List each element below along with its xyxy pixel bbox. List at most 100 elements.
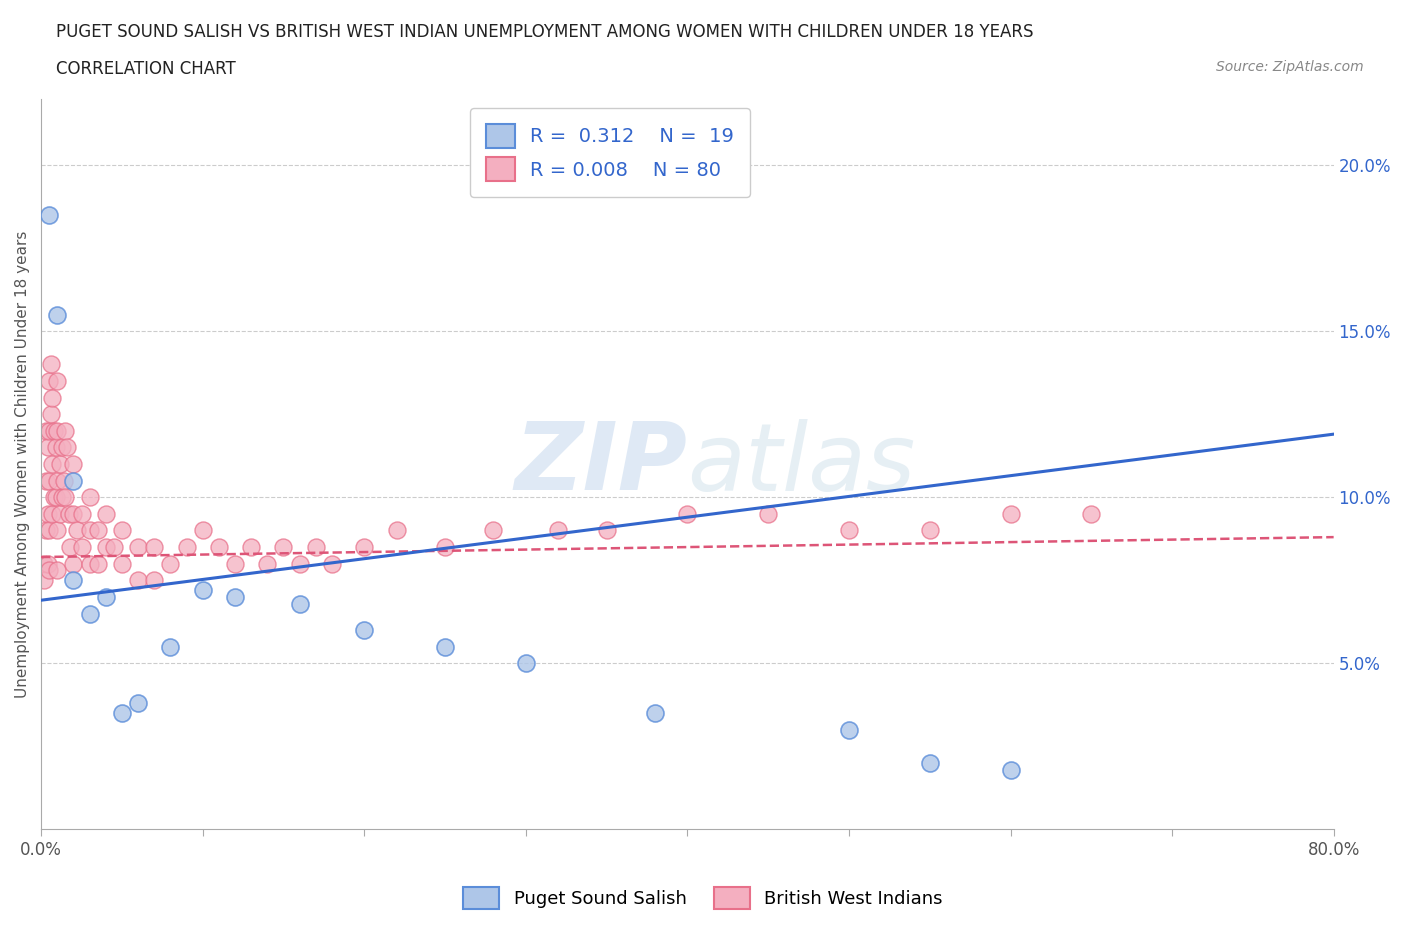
Text: Source: ZipAtlas.com: Source: ZipAtlas.com	[1216, 60, 1364, 74]
Point	[62, 457, 84, 472]
Point	[56, 440, 79, 455]
Point	[256, 556, 278, 571]
Point	[838, 523, 860, 538]
Point	[62, 573, 84, 588]
Legend: Puget Sound Salish, British West Indians: Puget Sound Salish, British West Indians	[456, 880, 950, 916]
Point	[191, 583, 214, 598]
Point	[41, 391, 63, 405]
Point	[644, 706, 666, 721]
Point	[41, 457, 63, 472]
Point	[35, 473, 58, 488]
Point	[53, 423, 76, 438]
Point	[208, 539, 231, 554]
Point	[191, 523, 214, 538]
Point	[58, 507, 80, 522]
Point	[240, 539, 263, 554]
Point	[159, 639, 181, 654]
Point	[42, 490, 65, 505]
Point	[46, 563, 69, 578]
Point	[79, 490, 101, 505]
Point	[838, 723, 860, 737]
Point	[482, 523, 505, 538]
Point	[38, 423, 60, 438]
Point	[70, 539, 93, 554]
Point	[111, 556, 134, 571]
Point	[756, 507, 779, 522]
Text: PUGET SOUND SALISH VS BRITISH WEST INDIAN UNEMPLOYMENT AMONG WOMEN WITH CHILDREN: PUGET SOUND SALISH VS BRITISH WEST INDIA…	[56, 23, 1033, 41]
Point	[59, 539, 82, 554]
Point	[62, 556, 84, 571]
Point	[49, 457, 72, 472]
Y-axis label: Unemployment Among Women with Children Under 18 years: Unemployment Among Women with Children U…	[15, 231, 30, 698]
Point	[547, 523, 569, 538]
Point	[224, 590, 246, 604]
Point	[94, 539, 117, 554]
Point	[34, 556, 56, 571]
Point	[39, 357, 62, 372]
Point	[51, 440, 73, 455]
Point	[224, 556, 246, 571]
Point	[52, 473, 75, 488]
Point	[143, 573, 166, 588]
Point	[38, 523, 60, 538]
Point	[434, 539, 457, 554]
Point	[42, 423, 65, 438]
Point	[46, 423, 69, 438]
Point	[86, 523, 108, 538]
Point	[37, 507, 59, 522]
Text: CORRELATION CHART: CORRELATION CHART	[56, 60, 236, 78]
Point	[103, 539, 125, 554]
Point	[86, 556, 108, 571]
Point	[1080, 507, 1102, 522]
Text: atlas: atlas	[688, 418, 915, 510]
Point	[37, 440, 59, 455]
Point	[39, 406, 62, 421]
Point	[434, 639, 457, 654]
Text: ZIP: ZIP	[515, 418, 688, 510]
Point	[46, 307, 69, 322]
Point	[353, 623, 375, 638]
Point	[35, 423, 58, 438]
Point	[70, 507, 93, 522]
Point	[918, 523, 941, 538]
Point	[79, 606, 101, 621]
Point	[34, 573, 56, 588]
Point	[46, 473, 69, 488]
Point	[111, 523, 134, 538]
Point	[62, 473, 84, 488]
Point	[111, 706, 134, 721]
Point	[515, 656, 537, 671]
Point	[46, 523, 69, 538]
Point	[1000, 507, 1022, 522]
Point	[288, 556, 311, 571]
Point	[385, 523, 408, 538]
Point	[49, 507, 72, 522]
Point	[41, 507, 63, 522]
Point	[37, 556, 59, 571]
Point	[38, 473, 60, 488]
Point	[35, 523, 58, 538]
Point	[176, 539, 198, 554]
Point	[595, 523, 617, 538]
Point	[1000, 763, 1022, 777]
Point	[94, 507, 117, 522]
Point	[38, 563, 60, 578]
Point	[273, 539, 295, 554]
Point	[159, 556, 181, 571]
Point	[305, 539, 328, 554]
Point	[62, 507, 84, 522]
Point	[353, 539, 375, 554]
Point	[45, 440, 67, 455]
Point	[38, 374, 60, 389]
Point	[127, 696, 149, 711]
Point	[79, 556, 101, 571]
Point	[676, 507, 699, 522]
Legend: R =  0.312    N =  19, R = 0.008    N = 80: R = 0.312 N = 19, R = 0.008 N = 80	[470, 109, 749, 197]
Point	[45, 490, 67, 505]
Point	[38, 207, 60, 222]
Point	[94, 590, 117, 604]
Point	[79, 523, 101, 538]
Point	[53, 490, 76, 505]
Point	[46, 374, 69, 389]
Point	[321, 556, 343, 571]
